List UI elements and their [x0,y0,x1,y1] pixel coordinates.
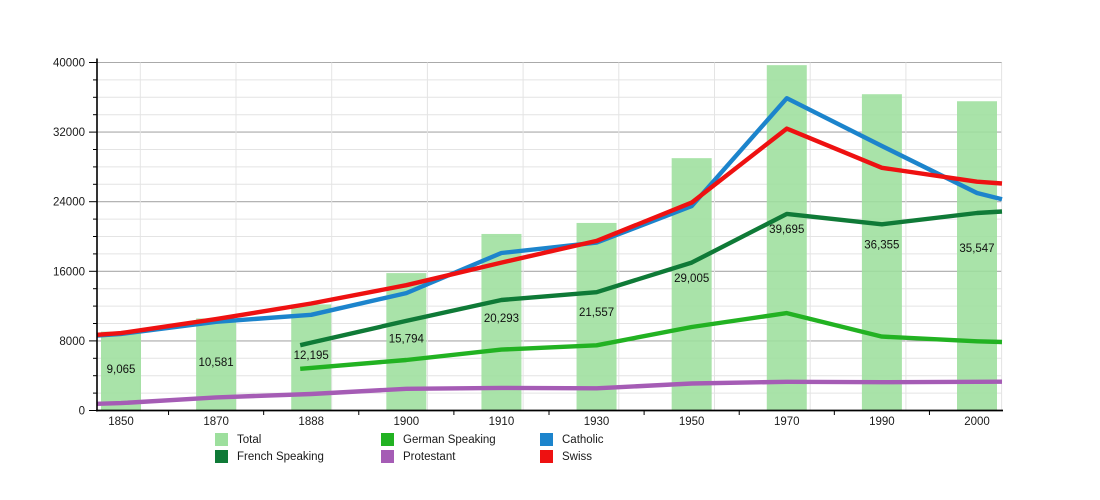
bar-value-label: 21,557 [579,307,614,319]
y-axis-label: 16000 [53,266,85,278]
legend-label-total: Total [237,433,262,446]
legend-item-swiss: Swiss [540,450,604,463]
total-bar [766,65,807,411]
total-bar [861,94,902,411]
legend-label-catholic: Catholic [562,433,604,446]
legend-label-german-speaking: German Speaking [403,433,496,446]
legend-swatch-protestant [381,450,394,463]
x-axis-label: 1900 [394,416,420,428]
chart-legend: Total German Speaking Catholic French Sp… [215,431,604,465]
legend-item-protestant: Protestant [381,450,540,463]
legend-swatch-german-speaking [381,433,394,446]
legend-swatch-swiss [540,450,553,463]
bar-value-label: 39,695 [769,224,804,236]
x-axis-label: 1990 [869,416,895,428]
y-axis-label: 0 [79,406,85,418]
x-axis-label: 1930 [584,416,610,428]
french-speaking-line [299,209,1003,348]
y-axis-label: 24000 [53,197,85,209]
swiss-line [96,126,1003,337]
bar-value-label: 35,547 [959,243,994,255]
y-axis-label: 32000 [53,127,85,139]
legend-swatch-total [215,433,228,446]
bar-value-label: 10,581 [199,357,234,369]
german-speaking-line [300,310,1003,371]
y-axis-label: 8000 [59,336,85,348]
protestant-line [96,379,1003,406]
x-axis-label: 1870 [203,416,229,428]
total-bar [957,101,997,411]
x-axis-label: 1850 [108,416,134,428]
bar-value-label: 29,005 [674,273,709,285]
total-bar [576,222,617,411]
legend-item-catholic: Catholic [540,433,604,446]
total-bar [101,331,141,411]
bar-value-label: 20,293 [484,313,519,325]
bar-value-label: 36,355 [864,239,899,251]
x-axis-label: 1950 [679,416,705,428]
legend-item-total: Total [215,433,381,446]
legend-swatch-french-speaking [215,450,228,463]
catholic-line [96,95,1003,338]
bar-value-label: 15,794 [389,333,425,345]
legend-label-french-speaking: French Speaking [237,450,324,463]
combo-chart: 9,065 10,581 12,195 15,794 20,293 21,557 29,00… [53,58,1003,428]
legend-item-german-speaking: German Speaking [381,433,540,446]
x-axis-label: 2000 [964,416,990,428]
y-axis-label: 40000 [53,58,85,70]
bar-value-label: 9,065 [107,364,136,376]
x-axis-label: 1970 [774,416,800,428]
x-axis-label: 1910 [489,416,515,428]
bar-value-label: 12,195 [294,350,329,362]
legend-label-protestant: Protestant [403,450,456,463]
legend-label-swiss: Swiss [562,450,593,463]
x-axis-label: 1888 [298,416,324,428]
legend-item-french-speaking: French Speaking [215,450,381,463]
legend-swatch-catholic [540,433,553,446]
